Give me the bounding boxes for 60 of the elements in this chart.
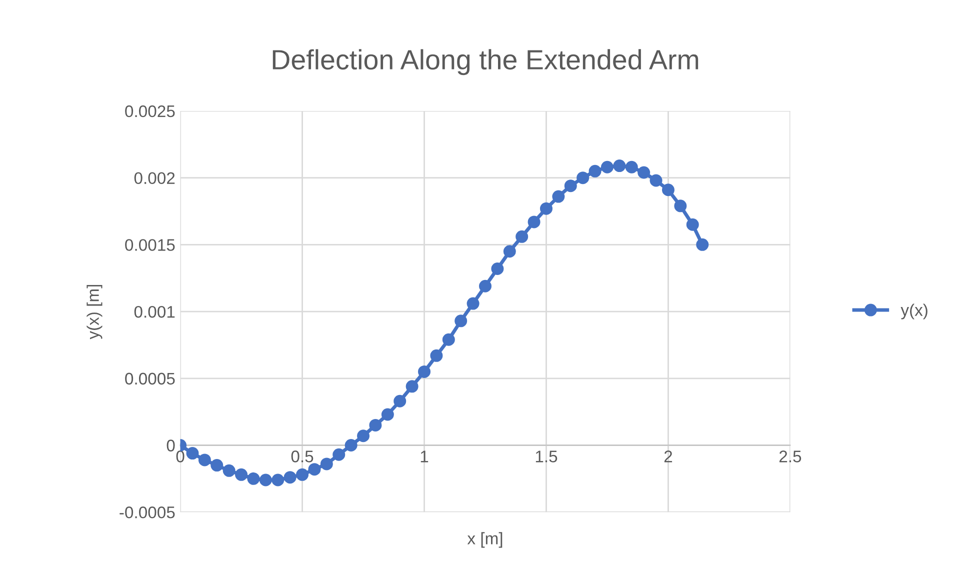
x-tick-label: 1 xyxy=(420,450,428,462)
point xyxy=(344,439,358,452)
y-axis-title: y(x) [m] xyxy=(86,284,102,340)
point xyxy=(198,454,211,466)
point xyxy=(491,262,504,276)
x-tick-label: 0 xyxy=(176,450,184,462)
point xyxy=(418,365,431,378)
point xyxy=(284,471,296,484)
y-tick-label: 0.0005 xyxy=(125,372,175,385)
point xyxy=(235,468,248,481)
y-tick-label: 0.0015 xyxy=(125,239,175,251)
y-tick-label: -0.0005 xyxy=(120,506,175,518)
point xyxy=(332,448,346,461)
point xyxy=(576,172,590,184)
point xyxy=(552,190,565,203)
legend-label: y(x) xyxy=(900,304,928,320)
x-axis-title: x [m] xyxy=(467,532,502,548)
point xyxy=(186,447,199,460)
point xyxy=(686,218,699,231)
point xyxy=(247,472,260,485)
y-tick-label: 0.002 xyxy=(134,172,175,184)
point xyxy=(320,458,333,470)
point xyxy=(430,349,443,362)
y-tick-label: 0.0025 xyxy=(125,105,175,118)
point xyxy=(528,216,540,228)
x-tick-label: 0.5 xyxy=(291,450,314,462)
point xyxy=(466,297,480,310)
point xyxy=(479,280,492,292)
point xyxy=(222,464,236,477)
point xyxy=(588,164,602,178)
x-tick-label: 2 xyxy=(664,450,672,462)
x-tick-label: 2.5 xyxy=(779,450,802,462)
point xyxy=(394,394,406,408)
chart-title: Deflection Along the Extended Arm xyxy=(272,49,698,76)
point xyxy=(696,238,709,251)
point xyxy=(454,314,468,328)
point xyxy=(369,418,382,432)
point xyxy=(210,459,224,472)
x-tick-label: 1.5 xyxy=(536,450,558,462)
point xyxy=(381,408,394,421)
point xyxy=(272,474,284,486)
point xyxy=(674,200,687,212)
point xyxy=(613,160,626,172)
point xyxy=(662,184,674,196)
point xyxy=(308,463,321,476)
point xyxy=(650,174,662,187)
point xyxy=(540,202,552,215)
point xyxy=(406,380,418,393)
point xyxy=(259,474,272,486)
point xyxy=(600,160,614,174)
point xyxy=(357,430,370,442)
y-tick-label: 0 xyxy=(166,440,175,452)
point xyxy=(638,166,650,179)
point xyxy=(516,230,528,243)
point xyxy=(503,245,516,258)
point xyxy=(625,160,638,174)
point xyxy=(442,333,455,346)
point xyxy=(564,180,577,192)
point xyxy=(296,468,309,481)
y-tick-label: 0.001 xyxy=(134,306,175,318)
